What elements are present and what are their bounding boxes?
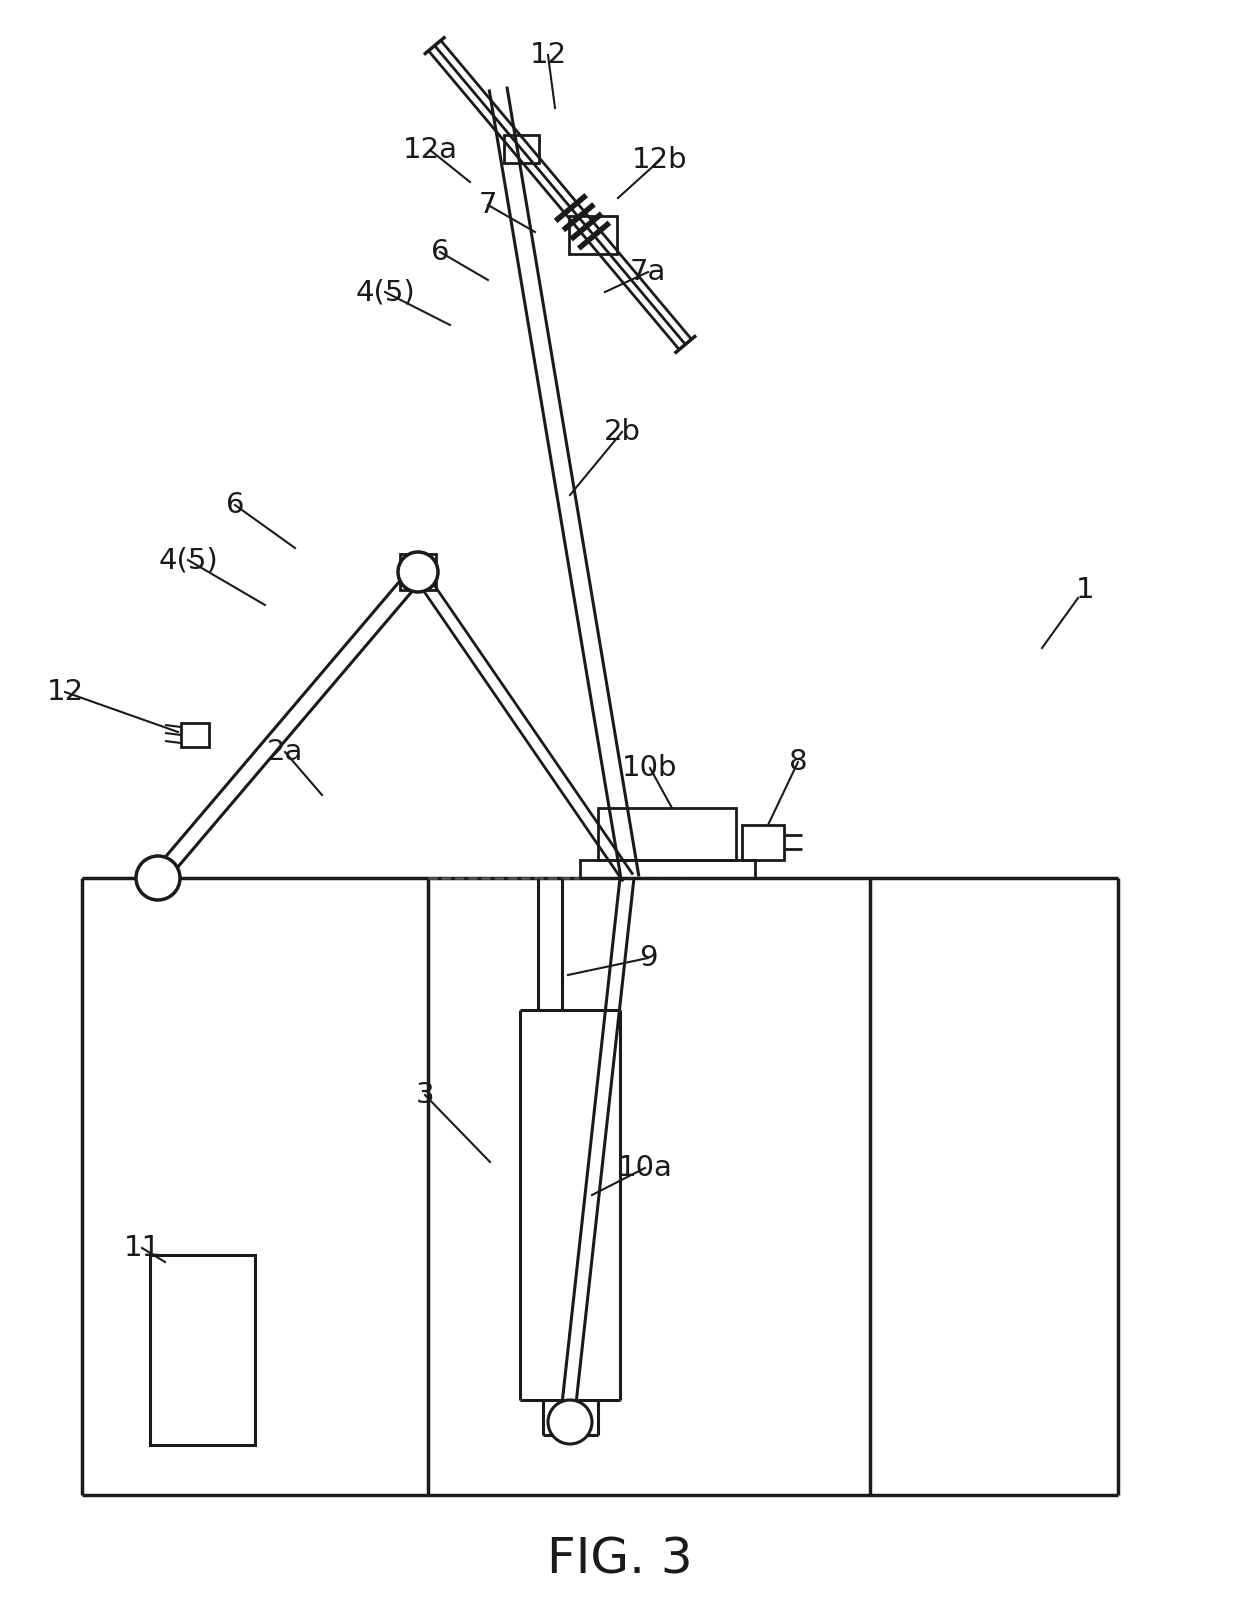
Circle shape (136, 856, 180, 900)
Text: 4(5): 4(5) (159, 545, 218, 574)
Bar (598, 807, 737, 861)
Text: 9: 9 (639, 943, 657, 972)
Text: 3: 3 (415, 1081, 434, 1108)
Bar (401, 553, 436, 591)
Text: 2b: 2b (604, 417, 641, 447)
Text: 7: 7 (479, 191, 497, 218)
Text: 12: 12 (529, 40, 567, 70)
Text: 12b: 12b (632, 146, 688, 175)
Bar (181, 723, 210, 748)
Text: 8: 8 (789, 748, 807, 777)
Bar (580, 861, 755, 879)
Circle shape (398, 552, 438, 592)
Bar (150, 1256, 255, 1445)
Text: 11: 11 (123, 1235, 161, 1262)
Text: 7a: 7a (630, 257, 666, 286)
Text: 10a: 10a (618, 1154, 672, 1183)
Circle shape (548, 1400, 591, 1443)
Text: 6: 6 (430, 238, 449, 265)
Text: 6: 6 (226, 490, 244, 519)
Text: 12: 12 (46, 678, 83, 705)
Bar (569, 215, 618, 254)
Text: 12a: 12a (403, 136, 458, 163)
Bar (742, 825, 784, 861)
Bar (505, 134, 539, 163)
Text: 1: 1 (1075, 576, 1095, 604)
Text: 2a: 2a (267, 738, 304, 765)
Text: FIG. 3: FIG. 3 (547, 1535, 693, 1584)
Text: 4(5): 4(5) (355, 278, 415, 306)
Text: 10b: 10b (622, 754, 678, 781)
